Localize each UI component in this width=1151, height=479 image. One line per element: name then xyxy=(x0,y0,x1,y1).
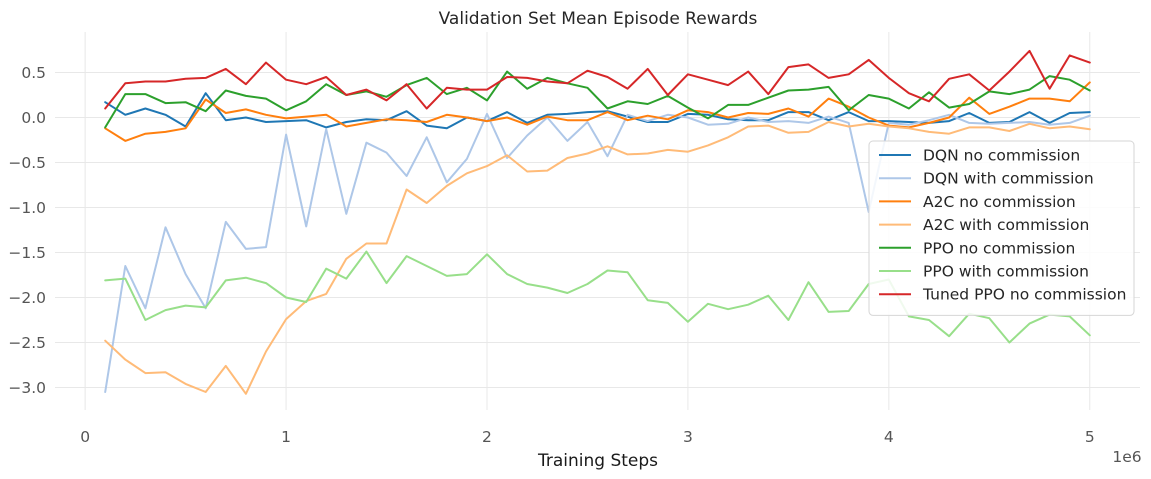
y-tick-label: 0.5 xyxy=(21,64,46,82)
x-tick-label: 1 xyxy=(281,428,291,446)
y-tick-label: −1.0 xyxy=(8,199,46,217)
legend-label: DQN no commission xyxy=(923,147,1080,165)
series-line-4 xyxy=(104,121,1091,395)
y-tick-label: −2.5 xyxy=(8,334,46,352)
legend-label: Tuned PPO no commission xyxy=(922,286,1126,304)
legend-label: A2C with commission xyxy=(923,216,1089,234)
legend-label: DQN with commission xyxy=(923,170,1094,188)
x-tick-label: 3 xyxy=(683,428,693,446)
x-tick-label: 5 xyxy=(1085,428,1095,446)
x-tick-label: 0 xyxy=(80,428,90,446)
y-tick-label: −3.0 xyxy=(8,379,46,397)
tick-labels: 0 1 2 3 4 5 0.5 0.0 −0.5 −1.0 −1.5 −2.0 −2.5 −3.0 xyxy=(8,64,1094,446)
series-line-7 xyxy=(104,49,1091,110)
y-tick-label: −1.5 xyxy=(8,244,46,262)
series-line-2 xyxy=(104,112,1091,393)
legend-label: A2C no commission xyxy=(923,193,1076,211)
y-tick-label: −0.5 xyxy=(8,154,46,172)
legend-box xyxy=(868,140,1135,316)
y-tick-label: 0.0 xyxy=(21,109,46,127)
series-lines xyxy=(104,49,1091,395)
series-line-3 xyxy=(104,81,1091,142)
x-axis-label: Training Steps xyxy=(537,451,658,471)
chart-title: Validation Set Mean Episode Rewards xyxy=(439,9,758,29)
x-tick-label: 4 xyxy=(884,428,894,446)
x-axis-offset-label: 1e6 xyxy=(1112,448,1141,466)
x-tick-label: 2 xyxy=(482,428,492,446)
y-tick-label: −2.0 xyxy=(8,289,46,307)
series-line-6 xyxy=(104,250,1091,344)
legend: DQN no commission DQN with commission A2C … xyxy=(868,140,1135,316)
legend-label: PPO with commission xyxy=(923,263,1089,281)
legend-label: PPO no commission xyxy=(923,239,1075,257)
series-line-5 xyxy=(104,70,1091,129)
